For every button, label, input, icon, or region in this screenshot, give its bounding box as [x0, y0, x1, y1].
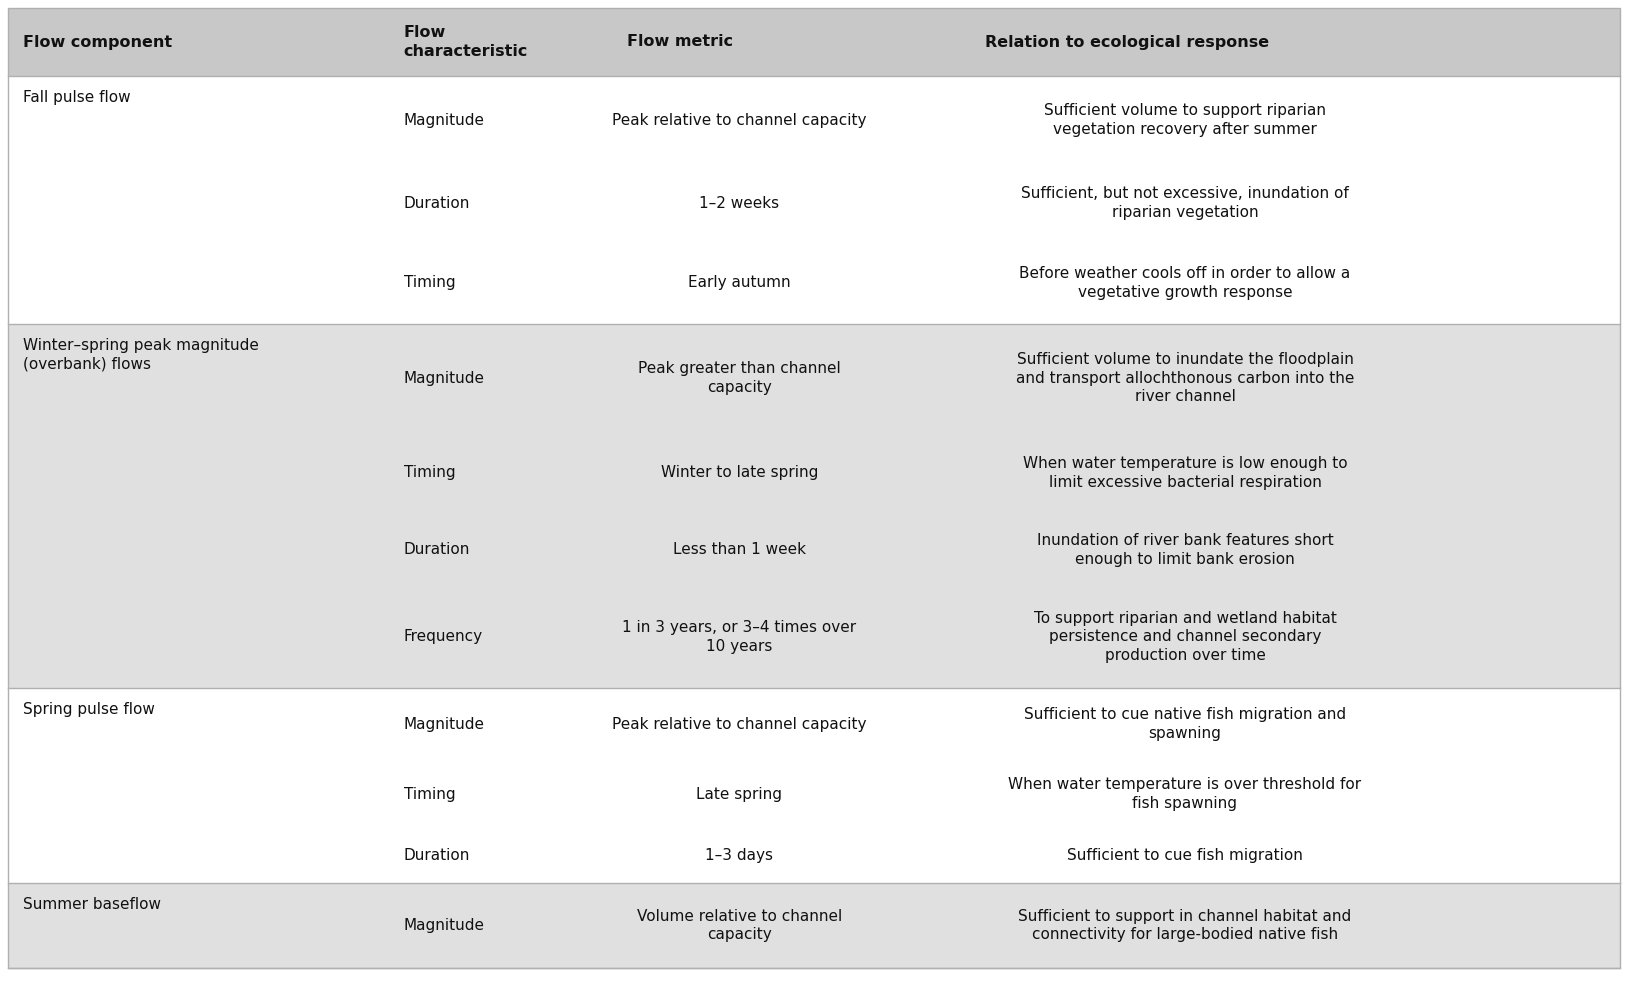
Text: Fall pulse flow: Fall pulse flow: [23, 90, 130, 105]
Bar: [8, 76, 1620, 324]
Text: Less than 1 week: Less than 1 week: [672, 542, 806, 557]
Text: Peak greater than channel
capacity: Peak greater than channel capacity: [638, 361, 840, 395]
Text: Flow component: Flow component: [23, 34, 173, 49]
Text: Duration: Duration: [404, 848, 470, 863]
Text: Sufficient volume to inundate the floodplain
and transport allochthonous carbon : Sufficient volume to inundate the floodp…: [1016, 352, 1354, 404]
Text: Sufficient volume to support riparian
vegetation recovery after summer: Sufficient volume to support riparian ve…: [1044, 103, 1325, 137]
Text: Volume relative to channel
capacity: Volume relative to channel capacity: [637, 908, 842, 942]
Text: Summer baseflow: Summer baseflow: [23, 897, 161, 912]
Text: Flow metric: Flow metric: [627, 34, 733, 49]
Text: Before weather cools off in order to allow a
vegetative growth response: Before weather cools off in order to all…: [1019, 266, 1351, 299]
Text: Sufficient to cue fish migration: Sufficient to cue fish migration: [1066, 848, 1302, 863]
Bar: [8, 8, 1620, 76]
Bar: [8, 688, 1620, 883]
Text: Magnitude: Magnitude: [404, 113, 485, 127]
Text: Flow
characteristic: Flow characteristic: [404, 25, 527, 58]
Text: Timing: Timing: [404, 275, 456, 290]
Text: Magnitude: Magnitude: [404, 371, 485, 385]
Text: Spring pulse flow: Spring pulse flow: [23, 702, 155, 717]
Text: Peak relative to channel capacity: Peak relative to channel capacity: [612, 717, 866, 732]
Text: Frequency: Frequency: [404, 630, 484, 644]
Text: 1 in 3 years, or 3–4 times over
10 years: 1 in 3 years, or 3–4 times over 10 years: [622, 620, 856, 654]
Text: Sufficient, but not excessive, inundation of
riparian vegetation: Sufficient, but not excessive, inundatio…: [1021, 186, 1350, 220]
Text: Sufficient to cue native fish migration and
spawning: Sufficient to cue native fish migration …: [1024, 708, 1346, 741]
Text: Inundation of river bank features short
enough to limit bank erosion: Inundation of river bank features short …: [1037, 533, 1333, 566]
Text: Peak relative to channel capacity: Peak relative to channel capacity: [612, 113, 866, 127]
Text: Magnitude: Magnitude: [404, 918, 485, 933]
Text: When water temperature is low enough to
limit excessive bacterial respiration: When water temperature is low enough to …: [1022, 457, 1348, 490]
Text: Magnitude: Magnitude: [404, 717, 485, 732]
Text: Duration: Duration: [404, 196, 470, 211]
Text: Winter to late spring: Winter to late spring: [661, 466, 817, 481]
Text: Early autumn: Early autumn: [689, 275, 791, 290]
Text: Sufficient to support in channel habitat and
connectivity for large-bodied nativ: Sufficient to support in channel habitat…: [1019, 908, 1351, 942]
Text: Relation to ecological response: Relation to ecological response: [985, 34, 1270, 49]
Bar: [8, 883, 1620, 968]
Text: Late spring: Late spring: [697, 786, 783, 801]
Text: To support riparian and wetland habitat
persistence and channel secondary
produc: To support riparian and wetland habitat …: [1034, 611, 1337, 663]
Text: Timing: Timing: [404, 786, 456, 801]
Text: 1–3 days: 1–3 days: [705, 848, 773, 863]
Bar: [8, 324, 1620, 688]
Text: Duration: Duration: [404, 542, 470, 557]
Text: 1–2 weeks: 1–2 weeks: [698, 196, 780, 211]
Text: Timing: Timing: [404, 466, 456, 481]
Text: Winter–spring peak magnitude
(overbank) flows: Winter–spring peak magnitude (overbank) …: [23, 338, 259, 372]
Text: When water temperature is over threshold for
fish spawning: When water temperature is over threshold…: [1008, 777, 1361, 810]
